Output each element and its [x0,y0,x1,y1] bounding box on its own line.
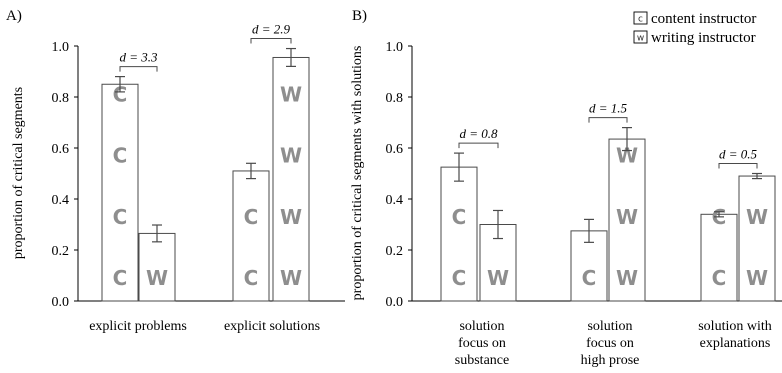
effect-size-annotation: d = 0.5 [719,147,758,162]
bar-letter-c: C [244,266,259,290]
bar-letter-c: C [582,266,597,290]
effect-size-annotation: d = 1.5 [589,101,628,116]
bar-letter-c: C [452,205,467,229]
y-tick-label: 0.2 [52,244,70,259]
y-tick-label: 0.8 [52,91,70,106]
bar-w [608,138,646,302]
bar-letter-c: C [113,82,128,106]
chart-panel-2: B) 0.0 0.2 0.4 0.6 0.8 1.0 proportion of critic… [350,8,782,368]
effect-size-annotation: d = 3.3 [119,50,158,65]
category-label: explicit problems [89,319,187,334]
bar-c [101,83,139,302]
bar-letter-c: C [113,205,128,229]
bar-letter-w: W [280,205,302,229]
category-label: focus on [586,336,634,351]
category-label: explanations [700,336,771,351]
legend-label: content instructor [651,11,756,27]
category-label: substance [455,353,509,368]
panel-label: B) [352,8,367,24]
y-tick-label: 0.6 [386,142,404,157]
bar-letter-w: W [616,144,638,168]
bar-letter-c: C [244,205,259,229]
significance-bracket [588,117,628,123]
category-label: solution with [698,319,772,334]
bar-w [272,56,310,302]
bar-letter-c: C [113,266,128,290]
significance-bracket [119,66,158,72]
legend-swatch [633,30,648,44]
legend: c content instructor w writing instructor [633,11,756,46]
panel-label: A) [6,8,22,24]
legend-swatch [633,11,648,25]
significance-bracket [458,142,499,149]
bar-letter-w: W [280,144,302,168]
category-label: solution [587,319,632,334]
bar-letter-w: W [616,205,638,229]
category-label: high prose [581,353,640,368]
y-tick-label: 1.0 [52,40,70,55]
category-label: solution [459,319,504,334]
bar-w [138,232,176,302]
y-tick-label: 0.4 [386,193,404,208]
y-axis-label: proportion of critical segments with sol… [350,46,365,301]
y-tick-label: 0.0 [386,295,404,310]
y-tick-label: 0.8 [386,91,404,106]
y-tick-label: 1.0 [386,40,404,55]
category-label: explicit solutions [224,319,320,334]
bar-letter-w: W [616,266,638,290]
legend-label: writing instructor [651,30,756,46]
bar-letter-w: W [746,266,768,290]
significance-bracket [718,163,758,169]
bar-c [232,170,270,302]
bar-letter-w: W [746,205,768,229]
chart-panel-1: A) 0.0 0.2 0.4 0.6 0.8 1.0 proportion of critic… [6,8,345,334]
legend-swatch-letter: w [637,34,644,44]
y-tick-label: 0.0 [52,295,70,310]
bar-letter-c: C [712,266,727,290]
bar-letter-w: W [280,266,302,290]
bar-c [700,213,738,302]
significance-bracket [250,38,292,44]
bar-w [738,175,776,302]
category-label: focus on [458,336,506,351]
bar-letter-w: W [146,266,168,290]
bar-letter-c: C [452,266,467,290]
y-axis-label: proportion of critical segments [11,87,26,259]
y-tick-label: 0.2 [386,244,404,259]
y-tick-label: 0.6 [52,142,70,157]
bar-c [440,166,478,302]
y-tick-label: 0.4 [52,193,70,208]
bar-letter-c: C [113,144,128,168]
bar-letter-w: W [487,266,509,290]
legend-swatch-letter: c [638,15,643,25]
bar-letter-w: W [280,82,302,106]
effect-size-annotation: d = 0.8 [459,126,498,141]
effect-size-annotation: d = 2.9 [252,22,291,37]
